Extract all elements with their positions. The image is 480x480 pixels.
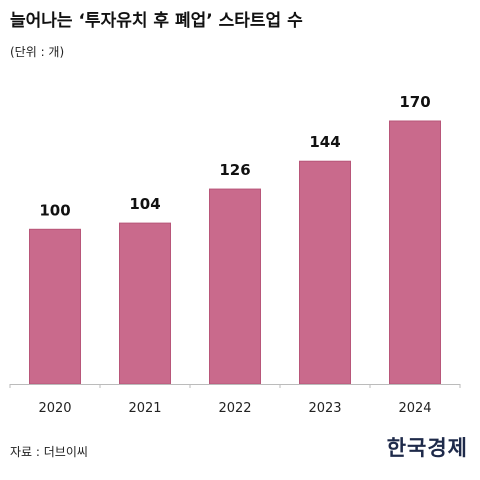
- x-tick-label-2021: 2021: [128, 401, 161, 416]
- bar-2022: [209, 188, 261, 385]
- unit-label: (단위 : 개): [10, 45, 65, 59]
- x-tick-label-2020: 2020: [38, 401, 71, 416]
- x-axis: 2020 2021 2022 2023 2024: [9, 384, 461, 416]
- bar-2023: [299, 160, 351, 385]
- data-label-2021: 104: [129, 195, 160, 213]
- bar-2024: [389, 120, 441, 385]
- data-label-2022: 126: [219, 161, 250, 179]
- chart-title: 늘어나는 ‘투자유치 후 폐업’ 스타트업 수: [10, 11, 303, 31]
- bar-2021: [119, 222, 171, 385]
- data-label-2024: 170: [399, 93, 430, 111]
- bars-group: 100 104 126 144 170: [29, 93, 441, 385]
- x-tick-label-2022: 2022: [218, 401, 251, 416]
- publisher-logo: 한국경제: [386, 435, 468, 460]
- bar-2020: [29, 228, 81, 385]
- source-note: 자료 : 더브이씨: [10, 445, 88, 459]
- data-label-2020: 100: [39, 201, 70, 219]
- x-tick-label-2024: 2024: [398, 401, 431, 416]
- data-label-2023: 144: [309, 133, 340, 151]
- x-tick-label-2023: 2023: [308, 401, 341, 416]
